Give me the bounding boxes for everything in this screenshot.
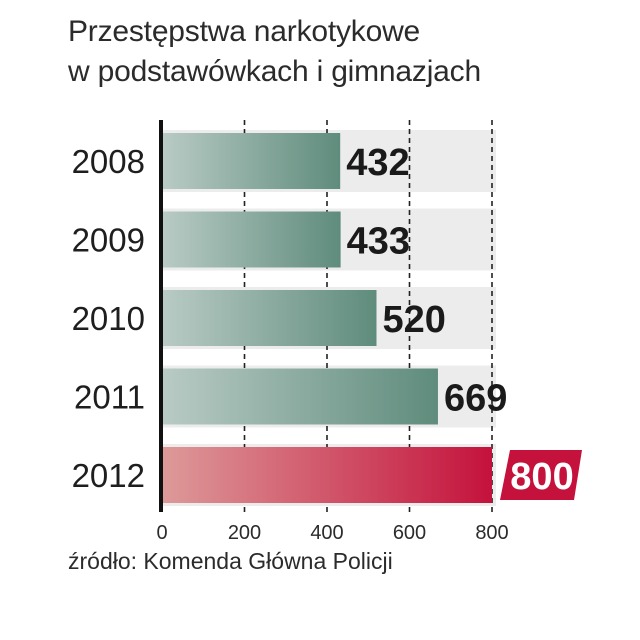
bar <box>162 368 438 425</box>
value-badge <box>500 450 582 500</box>
year-label: 2010 <box>72 300 145 337</box>
source-note: źródło: Komenda Główna Policji <box>68 548 393 574</box>
year-label: 2008 <box>72 143 145 180</box>
x-tick-label: 600 <box>393 522 426 544</box>
value-label: 432 <box>346 142 409 184</box>
bar <box>162 290 377 346</box>
year-label: 2012 <box>72 457 145 494</box>
value-label: 669 <box>444 378 507 420</box>
bar <box>162 133 341 189</box>
x-tick-label: 800 <box>475 522 508 544</box>
value-label: 520 <box>383 299 446 341</box>
x-tick-label: 0 <box>156 522 167 544</box>
x-tick-label: 400 <box>310 522 343 544</box>
year-label: 2011 <box>74 379 145 416</box>
title-line-1: Przestępstwa narkotykowe <box>68 15 421 48</box>
bar-highlight <box>162 447 492 503</box>
chart-title: Przestępstwa narkotykowe w podstawówkach… <box>68 12 628 92</box>
x-tick-label: 200 <box>228 522 261 544</box>
year-label: 2009 <box>72 222 145 259</box>
bar <box>162 211 341 268</box>
value-label: 433 <box>347 221 410 263</box>
title-line-2: w podstawówkach i gimnazjach <box>68 55 481 88</box>
value-label: 800 <box>510 456 573 498</box>
